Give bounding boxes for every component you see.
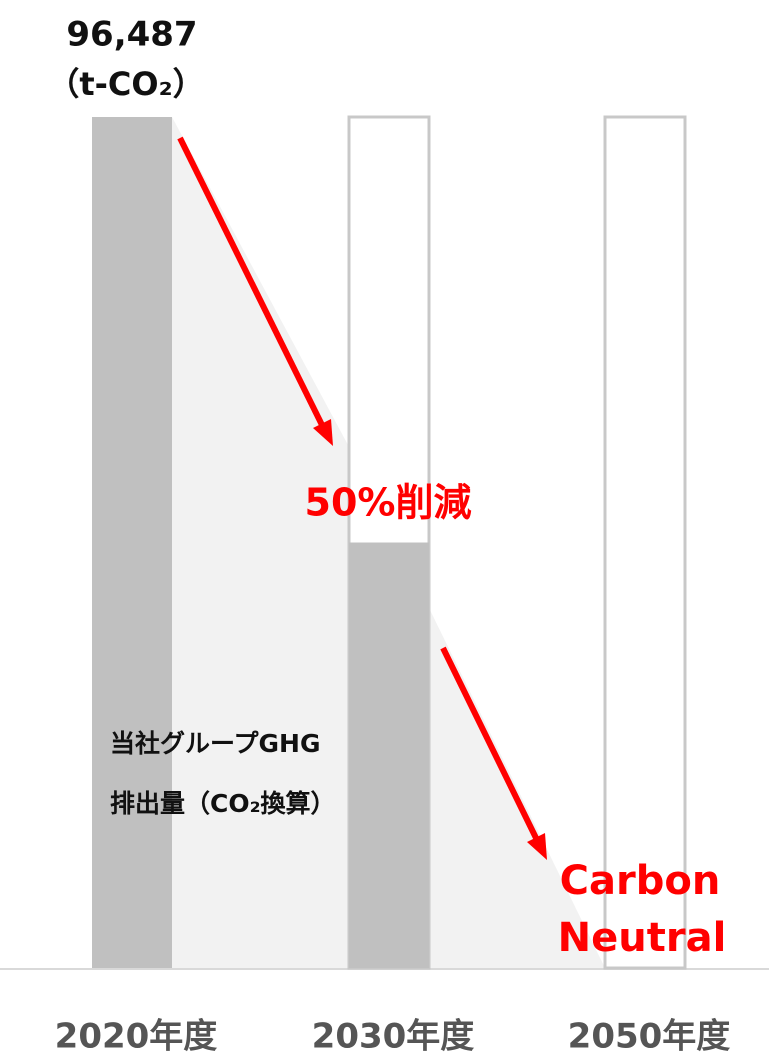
- x-tick-label: 2020年度: [55, 1017, 218, 1057]
- annotation: 50%削減: [305, 481, 472, 525]
- arrow-head: [527, 833, 547, 860]
- x-tick-label: 2030年度: [312, 1017, 475, 1057]
- annotation: Neutral: [558, 915, 727, 961]
- annotation: Carbon: [560, 858, 721, 904]
- reference-outline: [603, 115, 687, 970]
- trend-area: [430, 610, 605, 968]
- value-label: 96,487: [66, 15, 197, 55]
- arrow-head: [313, 419, 333, 446]
- unit-label: （t-CO₂）: [47, 65, 204, 103]
- bars: [92, 115, 687, 970]
- x-tick-label: 2050年度: [568, 1017, 731, 1057]
- series-label: 排出量（CO₂換算）: [110, 789, 336, 818]
- arrow: [440, 646, 539, 840]
- bar: [92, 117, 172, 968]
- series-label: 当社グループGHG: [110, 729, 320, 758]
- arrow: [177, 136, 325, 427]
- bar: [349, 542, 429, 968]
- trend-area: [172, 117, 348, 968]
